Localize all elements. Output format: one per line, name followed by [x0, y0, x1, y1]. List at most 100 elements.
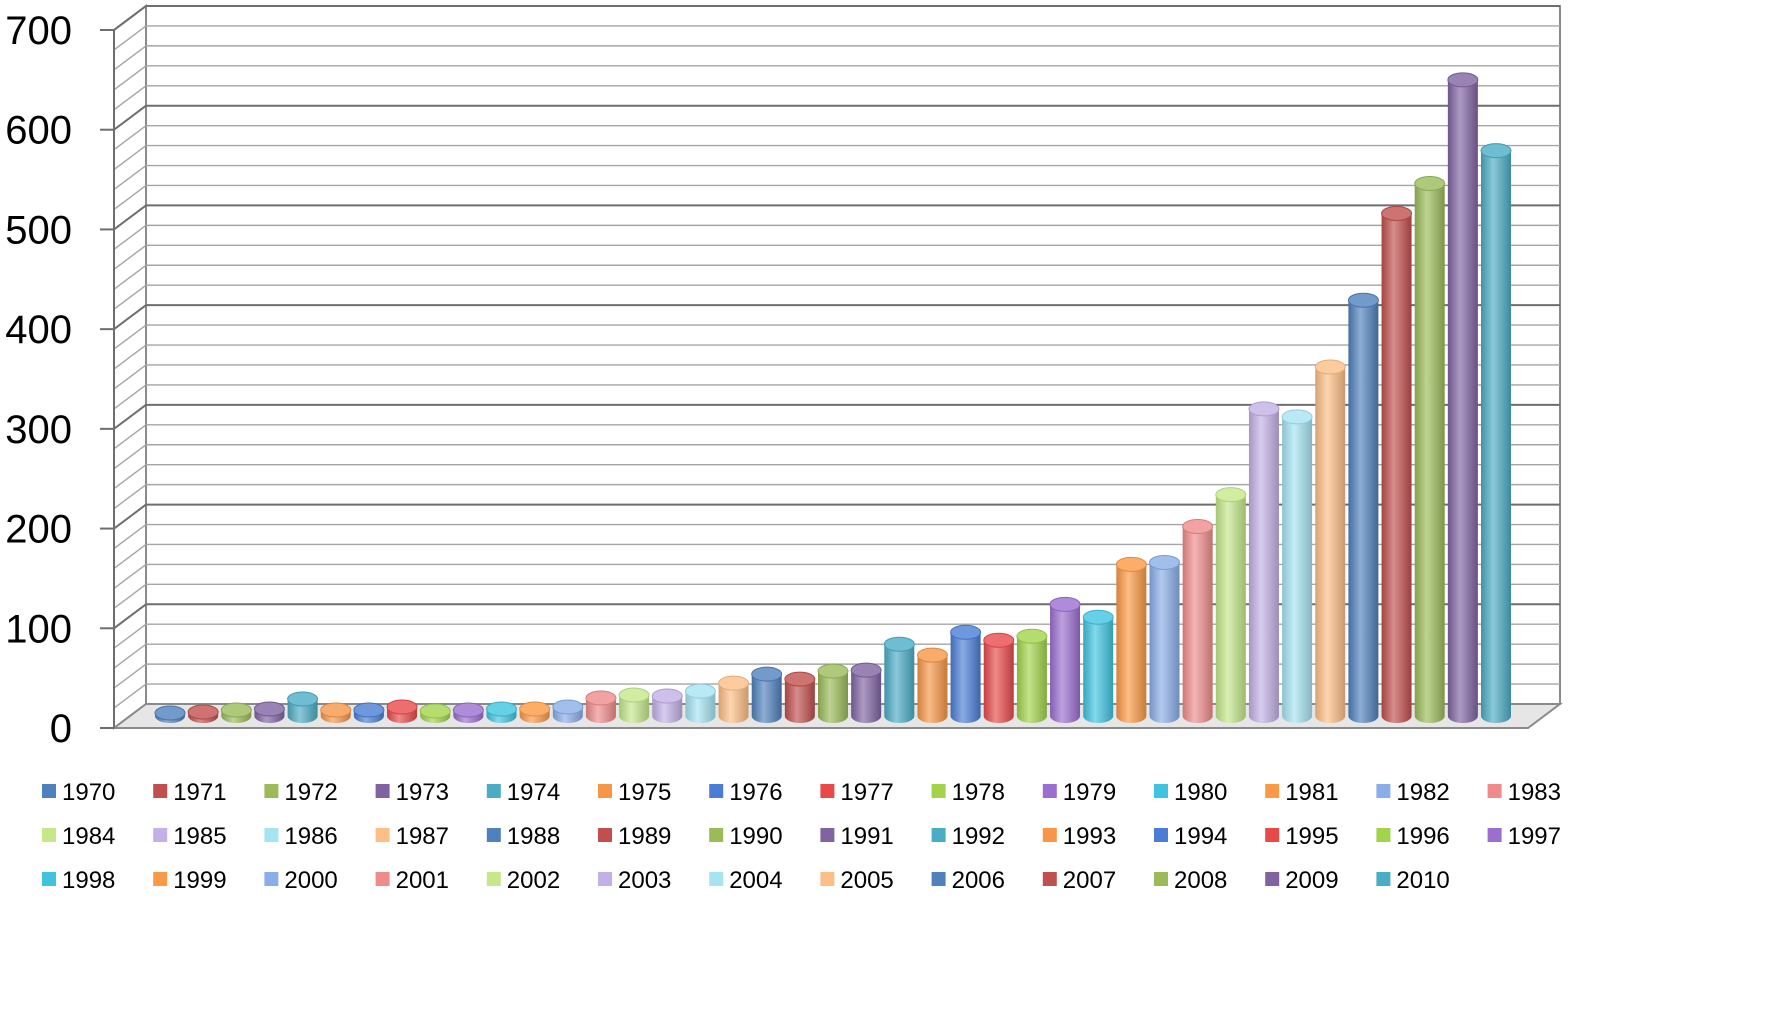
legend-item-1989: 1989: [598, 823, 671, 850]
bar-1986: [684, 683, 716, 724]
bar-top: [187, 704, 219, 720]
legend-item-1985: 1985: [153, 823, 227, 850]
bar-top: [1381, 205, 1413, 221]
legend-item-1991: 1991: [820, 823, 894, 850]
y-tick-label: 200: [5, 508, 72, 552]
legend-label: 2007: [1063, 867, 1116, 894]
bar-top: [751, 666, 783, 682]
bar-top: [220, 702, 252, 718]
bar-1991: [850, 662, 882, 724]
legend-item-1975: 1975: [598, 779, 671, 806]
legend-swatch: [1154, 872, 1168, 886]
legend-swatch: [1265, 828, 1280, 842]
chart-back-wall: [113, 4, 1561, 730]
gridline-side: [113, 184, 147, 211]
legend-swatch: [931, 784, 946, 798]
legend-swatch: [264, 828, 279, 842]
bar-body: [1149, 562, 1180, 724]
bar-top: [1347, 292, 1379, 308]
legend-item-1999: 1999: [153, 867, 227, 894]
bar-1979: [452, 702, 484, 724]
legend-label: 1987: [396, 823, 449, 850]
legend-item-1972: 1972: [264, 779, 338, 806]
bar-top: [1281, 409, 1313, 425]
bar-body: [685, 691, 716, 724]
gridline-side: [113, 204, 147, 231]
gridline-side: [113, 384, 147, 410]
legend-item-2008: 2008: [1154, 867, 1227, 894]
legend-swatch: [1042, 872, 1057, 886]
bar-top: [320, 702, 352, 718]
bar-top: [1215, 487, 1247, 503]
legend-label: 1984: [62, 823, 115, 850]
y-tick-label: 100: [5, 607, 72, 651]
legend-swatch: [820, 828, 835, 842]
legend-item-2009: 2009: [1265, 867, 1339, 894]
gridline-side: [113, 145, 147, 171]
bar-1975: [320, 702, 352, 724]
legend-swatch: [153, 828, 168, 842]
legend-item-1987: 1987: [375, 823, 449, 850]
gridline-side: [113, 424, 147, 450]
back-wall-panel: [145, 5, 1561, 705]
legend-label: 2006: [952, 867, 1005, 894]
legend-label: 1999: [173, 867, 226, 894]
legend-label: 1989: [618, 823, 671, 850]
bar-body: [884, 644, 915, 724]
legend-label: 1972: [284, 779, 337, 806]
legend-label: 2008: [1174, 867, 1227, 894]
legend-item-1998: 1998: [42, 867, 115, 894]
bar-top: [519, 701, 551, 717]
legend-label: 1990: [729, 823, 782, 850]
bar-1996: [1016, 628, 1048, 724]
bar-body: [1248, 408, 1279, 724]
bar-top: [784, 671, 816, 687]
legend-item-1986: 1986: [264, 823, 338, 850]
bar-top: [651, 688, 683, 704]
legend-label: 1973: [396, 779, 449, 806]
gridline-side: [113, 484, 147, 510]
bar-top: [452, 702, 484, 718]
legend-label: 1994: [1174, 823, 1227, 850]
legend-item-1979: 1979: [1042, 779, 1116, 806]
legend-swatch: [375, 784, 390, 798]
bar-1974: [287, 691, 319, 724]
bar-body: [652, 696, 683, 724]
bar-top: [353, 702, 385, 718]
bar-1972: [220, 702, 252, 724]
legend-item-1971: 1971: [153, 779, 227, 806]
gridline-side: [113, 523, 147, 550]
bar-body: [1447, 79, 1478, 724]
y-tick-label: 300: [5, 408, 72, 452]
bar-body: [751, 674, 782, 724]
bar-2003: [1248, 401, 1280, 724]
gridline-side: [113, 364, 147, 390]
legend-swatch: [1265, 872, 1280, 886]
legend-swatch: [931, 872, 946, 886]
gridline-side: [113, 623, 147, 649]
bar-body: [950, 632, 981, 724]
bar-body: [1116, 564, 1147, 724]
bar-1990: [817, 663, 849, 723]
legend-swatch: [598, 872, 612, 886]
bar-1985: [651, 688, 683, 724]
bar-2010: [1480, 143, 1512, 723]
legend-label: 2001: [396, 867, 449, 894]
bar-top: [253, 701, 285, 717]
gridline-side: [113, 45, 147, 71]
bar-1981: [519, 701, 551, 724]
legend-label: 1993: [1063, 823, 1116, 850]
bar-2005: [1314, 359, 1346, 724]
bar-body: [1050, 604, 1081, 724]
y-axis: 0 100 200 300 400 500 600 700: [5, 9, 115, 751]
bar-top: [1115, 556, 1147, 572]
legend-label: 2000: [284, 867, 337, 894]
y-tick-label: 600: [5, 109, 72, 153]
legend-swatch: [486, 784, 501, 798]
legend-swatch: [375, 872, 390, 886]
legend-swatch: [709, 828, 724, 842]
legend-label: 1974: [507, 779, 560, 806]
gridline-side: [113, 85, 147, 111]
gridline-side: [113, 603, 147, 630]
